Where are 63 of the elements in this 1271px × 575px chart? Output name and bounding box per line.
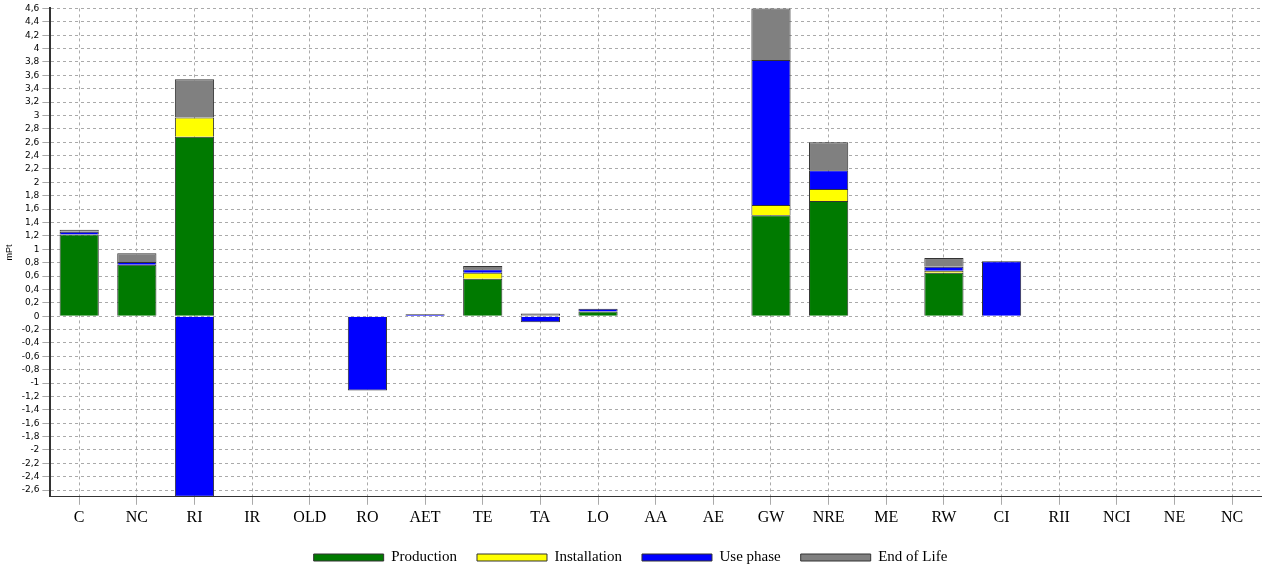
x-tick-label: TE [472, 507, 493, 525]
y-tick-label: 0,8 [25, 256, 40, 267]
y-tick-label: 1,6 [25, 203, 40, 214]
y-tick-label: 2 [33, 176, 40, 187]
x-tick-label: LO [587, 507, 609, 525]
y-tick-label: 4,6 [25, 2, 40, 13]
y-tick-label: -1,4 [21, 404, 40, 415]
x-tick-label: RW [931, 507, 958, 525]
legend-label: Installation [554, 548, 623, 565]
x-tick-label: NCI [1103, 507, 1131, 525]
legend-label: End of Life [878, 548, 948, 565]
y-tick-label: -2,6 [21, 484, 40, 495]
x-tick-label: C [73, 507, 85, 525]
y-tick-label: 1 [33, 243, 40, 254]
x-tick-label: RII [1048, 507, 1070, 525]
y-tick-label: -0,8 [21, 364, 40, 375]
x-tick-label: AE [702, 507, 724, 525]
y-tick-label: 3,8 [25, 56, 40, 67]
y-axis-title: mPt [3, 244, 14, 261]
y-tick-label: 2,6 [25, 136, 40, 147]
x-tick-label: RI [186, 507, 203, 525]
x-tick-label: AA [644, 507, 668, 525]
y-tick-label: -2 [30, 444, 40, 455]
y-tick-label: -1,6 [21, 417, 40, 428]
y-tick-label: -2,2 [21, 457, 40, 468]
legend-label: Production [391, 548, 458, 565]
x-tick-label: AET [409, 507, 441, 525]
x-tick-label: NRE [812, 507, 845, 525]
y-tick-label: -1,8 [21, 430, 40, 441]
y-tick-label: 3,2 [25, 96, 40, 107]
y-tick-label: 0 [33, 310, 40, 321]
y-tick-label: 1,4 [25, 216, 40, 227]
y-tick-label: -1 [30, 377, 40, 388]
y-tick-label: 3,6 [25, 69, 40, 80]
x-tick-label: CI [993, 507, 1010, 525]
x-tick-label: ME [874, 507, 899, 525]
y-tick-label: 4,2 [25, 29, 40, 40]
y-tick-label: 2,2 [25, 163, 40, 174]
y-tick-label: -0,2 [21, 323, 40, 334]
x-tick-label: NC [1221, 507, 1244, 525]
y-tick-label: 2,8 [25, 123, 40, 134]
x-tick-label: GW [757, 507, 786, 525]
y-tick-label: 4 [33, 42, 40, 53]
legend-label: Use phase [719, 548, 782, 565]
y-tick-label: 1,8 [25, 190, 40, 201]
y-tick-label: -1,2 [21, 390, 40, 401]
y-tick-label: 3 [33, 109, 40, 120]
y-tick-label: 0,4 [25, 283, 40, 294]
y-tick-label: 0,2 [25, 297, 40, 308]
y-tick-label: -0,4 [21, 337, 40, 348]
y-tick-label: 0,6 [25, 270, 40, 281]
y-tick-label: 4,4 [25, 16, 40, 27]
y-tick-label: 3,4 [25, 83, 40, 94]
x-tick-label: NC [125, 507, 148, 525]
x-tick-label: OLD [293, 507, 327, 525]
y-tick-label: 1,2 [25, 230, 40, 241]
x-tick-label: RO [356, 507, 379, 525]
y-tick-label: -0,6 [21, 350, 40, 361]
x-tick-label: IR [244, 507, 261, 525]
x-tick-label: TA [530, 507, 551, 525]
x-tick-label: NE [1163, 507, 1186, 525]
y-tick-label: 2,4 [25, 149, 40, 160]
y-tick-label: -2,4 [21, 471, 40, 482]
